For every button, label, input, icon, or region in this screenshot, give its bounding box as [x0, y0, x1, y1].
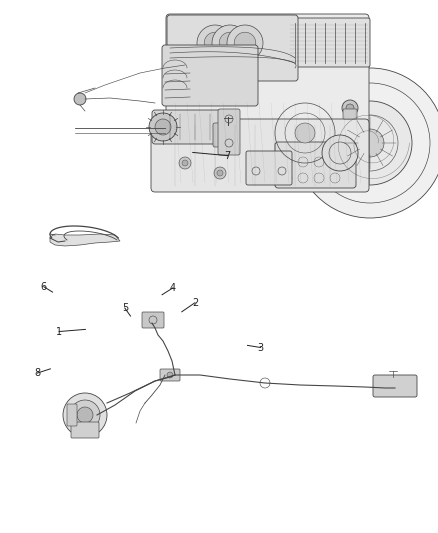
FancyBboxPatch shape — [166, 14, 369, 187]
FancyBboxPatch shape — [67, 404, 77, 426]
Text: 5: 5 — [122, 303, 128, 313]
Circle shape — [167, 372, 173, 378]
Text: 4: 4 — [170, 283, 176, 293]
Circle shape — [227, 25, 263, 61]
Circle shape — [234, 32, 256, 54]
Circle shape — [70, 400, 100, 430]
FancyBboxPatch shape — [160, 369, 180, 381]
Text: 6: 6 — [41, 282, 47, 292]
FancyBboxPatch shape — [246, 151, 292, 185]
Circle shape — [149, 113, 177, 141]
FancyBboxPatch shape — [152, 110, 223, 144]
Circle shape — [328, 101, 412, 185]
Circle shape — [77, 407, 93, 423]
Circle shape — [74, 93, 86, 105]
FancyBboxPatch shape — [218, 109, 240, 155]
FancyBboxPatch shape — [286, 18, 370, 67]
Circle shape — [346, 104, 354, 112]
FancyBboxPatch shape — [71, 422, 99, 438]
Circle shape — [327, 165, 333, 171]
Circle shape — [182, 160, 188, 166]
Circle shape — [212, 25, 248, 61]
Circle shape — [294, 169, 306, 181]
FancyBboxPatch shape — [167, 15, 298, 81]
FancyBboxPatch shape — [275, 142, 356, 188]
FancyBboxPatch shape — [30, 43, 430, 343]
FancyBboxPatch shape — [151, 119, 369, 192]
Polygon shape — [50, 234, 120, 246]
Circle shape — [322, 135, 358, 171]
Text: 2: 2 — [192, 298, 198, 308]
Circle shape — [217, 170, 223, 176]
Circle shape — [179, 157, 191, 169]
Text: 8: 8 — [34, 368, 40, 378]
Circle shape — [297, 172, 303, 178]
Circle shape — [254, 172, 266, 184]
FancyBboxPatch shape — [373, 375, 417, 397]
FancyBboxPatch shape — [142, 312, 164, 328]
Circle shape — [204, 32, 226, 54]
Text: 7: 7 — [225, 151, 231, 160]
Circle shape — [295, 68, 438, 218]
Circle shape — [155, 119, 171, 135]
Circle shape — [219, 32, 241, 54]
FancyBboxPatch shape — [213, 123, 239, 147]
Circle shape — [63, 393, 107, 437]
FancyBboxPatch shape — [162, 45, 258, 106]
Circle shape — [214, 167, 226, 179]
Circle shape — [342, 100, 358, 116]
Circle shape — [295, 123, 315, 143]
FancyBboxPatch shape — [343, 109, 357, 119]
Circle shape — [356, 129, 384, 157]
Circle shape — [197, 25, 233, 61]
Circle shape — [324, 162, 336, 174]
Circle shape — [257, 175, 263, 181]
Text: 3: 3 — [258, 343, 264, 352]
Text: 1: 1 — [56, 327, 62, 336]
